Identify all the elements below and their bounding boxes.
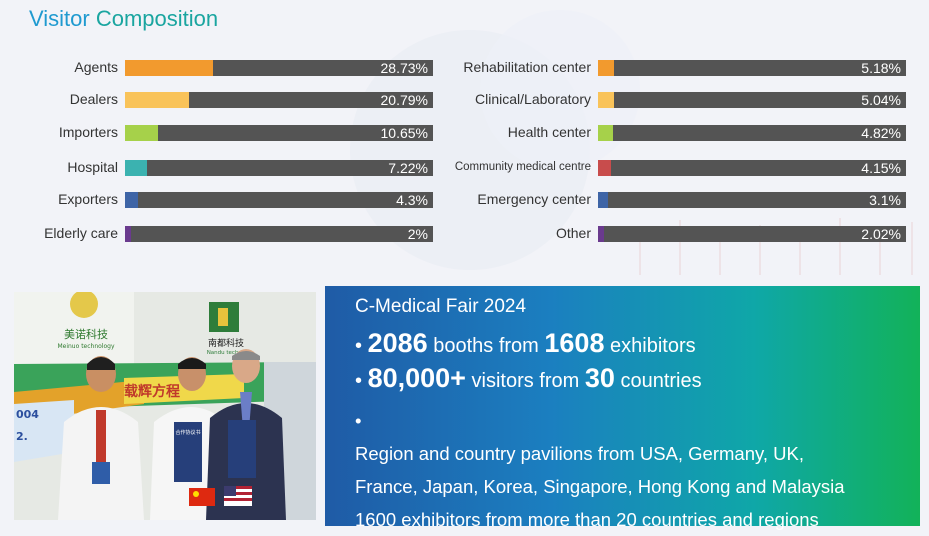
booths-stat: • 2086 booths from 1608 exhibitors <box>355 328 920 361</box>
bar-label: Rehabilitation center <box>463 59 591 75</box>
bar-value-label: 7.22% <box>388 160 428 176</box>
bar-track: 20.79% <box>125 92 433 108</box>
meinuo-logo-icon <box>70 292 98 318</box>
visitors-text: visitors from <box>471 370 580 392</box>
sign-nandu-sub: Nandu techno <box>207 350 246 356</box>
pavilions-text: • Region and country pavilions from USA,… <box>355 404 920 536</box>
bar-fill <box>598 192 608 208</box>
bar-label: Dealers <box>69 91 118 107</box>
bar-track: 28.73% <box>125 60 433 76</box>
booths-count: 2086 <box>367 328 428 358</box>
bar-label: Community medical centre <box>454 161 591 173</box>
bar-track: 7.22% <box>125 160 433 176</box>
exhibitors-text: exhibitors <box>610 335 696 357</box>
bar-row-hospital: Hospital 7.22% <box>67 159 433 176</box>
bar-row-community-medical-centre: Community medical centre 4.15% <box>455 160 906 176</box>
bar-label: Emergency center <box>477 191 591 207</box>
countries-text: countries <box>620 370 702 392</box>
fair-info-panel: C-Medical Fair 2024 • 2086 booths from 1… <box>325 286 920 530</box>
bar-value-label: 10.65% <box>380 125 428 141</box>
bar-fill <box>598 60 614 76</box>
bar-label: Importers <box>58 124 118 140</box>
bar-track: 10.65% <box>125 125 433 141</box>
visitors-stat: • 80,000+ visitors from 30 countries <box>355 363 920 396</box>
pavilions-line-1: • Region and country pavilions from USA,… <box>355 404 920 470</box>
bar-track: 5.18% <box>598 60 906 76</box>
bar-label: Clinical/Laboratory <box>475 91 591 107</box>
bar-fill <box>125 60 214 76</box>
bar-row-clinical-laboratory: Clinical/Laboratory 5.04% <box>475 91 906 108</box>
title-word-composition: Composition <box>95 6 219 31</box>
agreement-doc-text: 合作协议书 <box>175 429 200 436</box>
flag-usa-icon <box>224 486 252 506</box>
bar-row-emergency-center: Emergency center 3.1% <box>477 191 906 208</box>
bar-row-elderly-care: Elderly care 2% <box>44 225 433 242</box>
bar-fill <box>125 192 139 208</box>
banner-left-number: 004 <box>16 408 39 421</box>
bar-label: Health center <box>507 124 591 140</box>
pavilions-line-3: 1600 exhibitors from more than 20 countr… <box>355 509 819 530</box>
bar-value-label: 4.3% <box>396 192 428 208</box>
bar-track: 5.04% <box>598 92 906 108</box>
booths-text: booths from <box>433 335 539 357</box>
bar-row-exporters: Exporters 4.3% <box>58 191 433 208</box>
title-word-visitor: Visitor <box>29 6 90 31</box>
sign-meinuo-name: 美诺科技 <box>64 327 108 341</box>
bar-value-label: 2% <box>407 226 428 242</box>
visitors-count: 80,000+ <box>367 363 466 393</box>
bar-value-label: 4.82% <box>861 125 901 141</box>
countries-count: 30 <box>584 363 615 393</box>
banner-left-date: 2. <box>16 430 28 443</box>
flag-china-icon <box>189 488 215 506</box>
pavilions-line-2: France, Japan, Korea, Singapore, Hong Ko… <box>355 476 845 497</box>
sign-nandu-name: 南都科技 <box>208 337 244 349</box>
bullet: • <box>355 410 362 431</box>
exhibitors-count: 1608 <box>544 328 605 358</box>
bar-track: 2% <box>125 226 433 242</box>
bar-track: 4.3% <box>125 192 433 208</box>
bar-track: 3.1% <box>598 192 906 208</box>
person-left <box>58 356 144 520</box>
bullet: • <box>355 370 363 392</box>
bar-label: Elderly care <box>44 225 118 241</box>
bar-track: 4.15% <box>598 160 906 176</box>
bar-row-dealers: Dealers 20.79% <box>70 91 433 108</box>
bar-fill <box>125 92 190 108</box>
bar-fill <box>125 160 148 176</box>
bar-value-label: 20.79% <box>380 92 428 108</box>
bar-label: Exporters <box>58 191 118 207</box>
bar-row-importers: Importers 10.65% <box>59 124 433 141</box>
bar-row-other: Other 2.02% <box>556 225 906 242</box>
pavilions-line-1-text: Region and country pavilions from USA, G… <box>355 443 804 464</box>
bullet: • <box>355 335 363 357</box>
bar-fill <box>125 226 132 242</box>
bar-value-label: 5.18% <box>861 60 901 76</box>
booth-photo-illustration: 美诺科技 Meinuo technology 南都科技 Nandu techno… <box>14 292 316 520</box>
bar-fill <box>598 125 613 141</box>
bar-value-label: 5.04% <box>861 92 901 108</box>
bar-row-health-center: Health center 4.82% <box>508 124 906 141</box>
sign-meinuo-sub: Meinuo technology <box>57 343 114 350</box>
bar-fill <box>598 160 611 176</box>
chart-title: Visitor Composition <box>29 6 218 32</box>
bar-value-label: 2.02% <box>861 226 901 242</box>
bar-fill <box>598 226 605 242</box>
fair-name: C-Medical Fair 2024 <box>355 296 527 317</box>
bar-label: Hospital <box>67 159 118 175</box>
bar-fill <box>598 92 614 108</box>
bar-row-rehabilitation-center: Rehabilitation center 5.18% <box>463 59 906 76</box>
bar-track: 4.82% <box>598 125 906 141</box>
bar-track: 2.02% <box>598 226 906 242</box>
bar-value-label: 3.1% <box>869 192 901 208</box>
booth-photo: 美诺科技 Meinuo technology 南都科技 Nandu techno… <box>14 292 316 520</box>
bar-row-agents: Agents 28.73% <box>74 59 433 76</box>
bar-fill <box>125 125 158 141</box>
bar-label: Other <box>555 225 591 241</box>
banner-slogan: 载辉方程 <box>124 383 180 400</box>
bar-label: Agents <box>74 59 118 75</box>
bar-value-label: 28.73% <box>380 60 428 76</box>
bar-value-label: 4.15% <box>861 160 901 176</box>
